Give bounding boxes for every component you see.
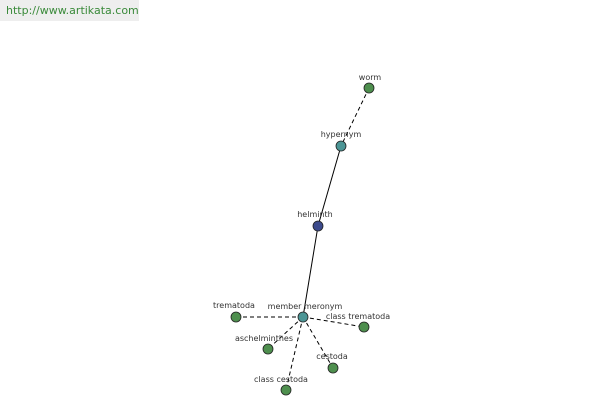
node-label: worm bbox=[359, 73, 382, 82]
node[interactable] bbox=[335, 140, 347, 152]
node-label: class trematoda bbox=[326, 312, 390, 321]
edge bbox=[302, 225, 319, 318]
node[interactable] bbox=[312, 220, 324, 232]
node[interactable] bbox=[280, 384, 292, 396]
node-label: trematoda bbox=[213, 301, 255, 310]
node-label: cestoda bbox=[316, 352, 348, 361]
node-label: class cestoda bbox=[254, 375, 308, 384]
edge bbox=[302, 316, 334, 369]
node-label: helminth bbox=[297, 210, 333, 219]
edge bbox=[285, 316, 304, 391]
edge bbox=[302, 316, 365, 328]
node[interactable] bbox=[327, 362, 339, 374]
node[interactable] bbox=[358, 321, 370, 333]
node-label: hypernym bbox=[321, 130, 362, 139]
edge bbox=[317, 145, 342, 227]
node[interactable] bbox=[262, 343, 274, 355]
node-label: member meronym bbox=[268, 302, 343, 311]
node[interactable] bbox=[297, 311, 309, 323]
nodes bbox=[230, 82, 375, 396]
node-label: aschelminthes bbox=[235, 334, 293, 343]
node[interactable] bbox=[230, 311, 242, 323]
edge bbox=[340, 87, 370, 147]
edges bbox=[236, 87, 370, 391]
node[interactable] bbox=[363, 82, 375, 94]
labels: worm hypernym helminth member meronym tr… bbox=[213, 73, 390, 384]
edge bbox=[267, 316, 304, 350]
site-url[interactable]: http://www.artikata.com bbox=[0, 0, 139, 21]
